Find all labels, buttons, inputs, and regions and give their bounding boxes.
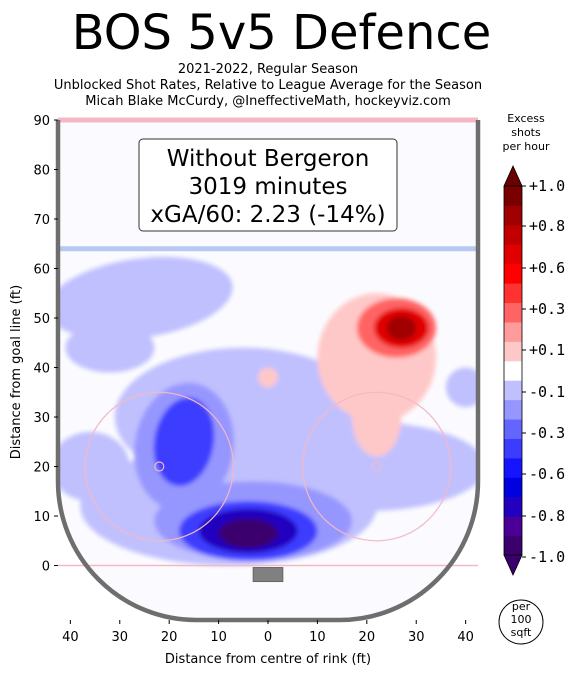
faceoff-dot-right (371, 461, 382, 472)
colorbar-title-line-2: shots (511, 126, 541, 139)
contour-blue-slot-core (218, 518, 278, 549)
subtitle-line-2: Unblocked Shot Rates, Relative to League… (53, 78, 483, 93)
y-tick-label: 60 (33, 263, 50, 278)
colorbar-segment (504, 380, 522, 401)
colorbar-segment (504, 438, 522, 459)
faceoff-dot-left (154, 461, 165, 472)
colorbar-tick-label: -0.8 (529, 507, 565, 525)
x-tick-label: 30 (408, 630, 425, 645)
x-tick-label: 0 (264, 630, 272, 645)
contour-blue-upper-left (58, 256, 233, 340)
x-axis-label: Distance from centre of rink (ft) (165, 652, 371, 667)
y-tick-label: 10 (33, 510, 50, 525)
colorbar-title-line-3: per hour (502, 140, 550, 153)
y-axis-label: Distance from goal line (ft) (9, 285, 24, 459)
unit-badge-line-2: 100 (511, 613, 532, 626)
y-tick-label: 30 (33, 411, 50, 426)
subtitle-line-3: Micah Blake McCurdy, @IneffectiveMath, h… (85, 94, 451, 109)
colorbar-segment (504, 341, 522, 362)
contour-blue-inner (233, 431, 283, 482)
x-tick-label: 10 (210, 630, 227, 645)
colorbar-segment (504, 302, 522, 323)
y-tick-label: 20 (33, 461, 50, 476)
unit-badge-line-1: per (512, 600, 531, 613)
contour-red-small (258, 367, 278, 388)
annotation-line-1: Without Bergeron (167, 146, 370, 172)
colorbar-segment (504, 496, 522, 517)
colorbar-tick-label: +0.3 (529, 300, 565, 318)
faceoff-circle-right (301, 391, 452, 542)
x-tick-label: 10 (309, 630, 326, 645)
colorbar-segment (504, 283, 522, 304)
colorbar-segment (504, 263, 522, 284)
annotation-line-3: xGA/60: 2.23 (-14%) (150, 202, 385, 228)
colorbar-segment (504, 399, 522, 420)
colorbar-tick-label: +0.6 (529, 259, 565, 277)
y-tick-label: 40 (33, 362, 50, 377)
contour-red-tail (352, 377, 402, 457)
annotation-box (138, 138, 398, 232)
colorbar-tick-label: +0.8 (529, 217, 565, 235)
subtitle-line-1: 2021-2022, Regular Season (177, 62, 359, 77)
colorbar-segment (504, 457, 522, 478)
contour-blue-right-edge (445, 367, 478, 408)
colorbar-tick-label: -0.1 (529, 383, 565, 401)
x-tick-label: 20 (161, 630, 178, 645)
faceoff-circle-left (84, 391, 235, 542)
colorbar-title-line-1: Excess (507, 112, 545, 125)
colorbar-segment (504, 535, 522, 556)
colorbar-tick-label: -0.3 (529, 424, 565, 442)
colorbar-segment (504, 516, 522, 537)
colorbar-segment (504, 360, 522, 381)
colorbar-extend-top (503, 165, 523, 187)
colorbar-tick-label: +1.0 (529, 177, 565, 195)
x-tick-label: 20 (359, 630, 376, 645)
colorbar-extend-bottom (503, 554, 523, 576)
y-tick-label: 70 (33, 213, 50, 228)
x-tick-label: 40 (62, 630, 79, 645)
unit-badge (498, 599, 544, 645)
contour-blue-left-pocket (65, 322, 155, 373)
colorbar-tick-label: -0.6 (529, 465, 565, 483)
colorbar-tick-label: -1.0 (529, 548, 565, 566)
colorbar-segment (504, 186, 522, 206)
y-tick-label: 50 (33, 312, 50, 327)
goal-net (252, 567, 284, 583)
colorbar-segment (504, 477, 522, 498)
colorbar-segment (504, 419, 522, 439)
colorbar-segment (504, 224, 522, 245)
rink-markings (58, 117, 478, 583)
y-tick-label: 90 (33, 114, 50, 129)
page-title: BOS 5v5 Defence (71, 5, 492, 61)
colorbar-frame (503, 185, 523, 556)
contour-blue-left-edge (58, 431, 130, 502)
contour-red-core (386, 315, 417, 341)
annotation-line-2: 3019 minutes (189, 174, 348, 200)
contour-blue-left-core (153, 397, 215, 486)
y-tick-label: 0 (42, 560, 50, 575)
colorbar-segment (504, 244, 522, 265)
unit-badge-line-3: sqft (511, 626, 532, 639)
x-tick-label: 40 (457, 630, 474, 645)
heatmap-contours (58, 256, 478, 566)
colorbar-segment (504, 205, 522, 226)
x-tick-label: 30 (111, 630, 128, 645)
colorbar-segment (504, 321, 522, 342)
y-tick-label: 80 (33, 164, 50, 179)
colorbar-tick-label: +0.1 (529, 341, 565, 359)
